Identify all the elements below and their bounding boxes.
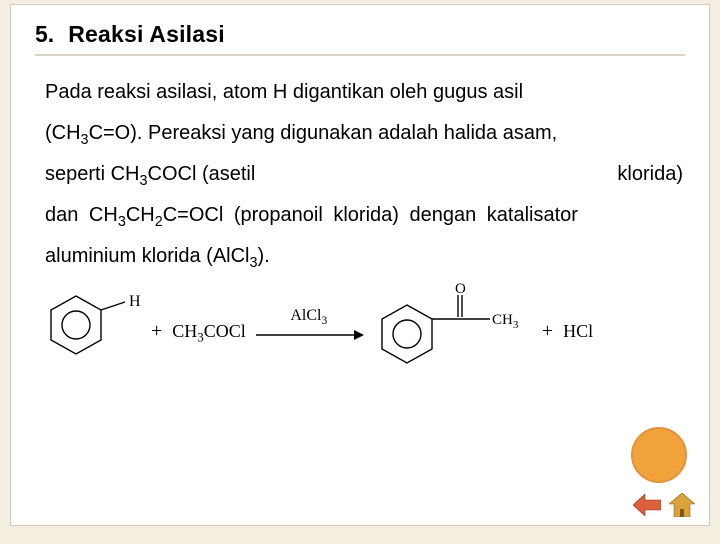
slide-container: 5. Reaksi Asilasi Pada reaksi asilasi, a…: [10, 4, 710, 526]
svg-text:H: H: [129, 293, 141, 310]
svg-text:CH3: CH3: [492, 312, 519, 331]
slide-title: 5. Reaksi Asilasi: [35, 21, 685, 48]
accent-circle-icon: [631, 427, 687, 483]
reaction-diagram: H + CH3COCl AlCl3: [35, 283, 685, 379]
back-icon[interactable]: [633, 494, 661, 516]
plus-2: +: [540, 320, 555, 343]
body-line-5: aluminium klorida (AlCl3).: [45, 236, 683, 277]
benzene-reactant-icon: H: [41, 288, 141, 374]
catalyst-label: AlCl3: [254, 307, 364, 325]
plus-1: +: [149, 320, 164, 343]
body-line-3: seperti CH3COCl (asetil klorida): [45, 154, 683, 195]
body-line-1: Pada reaksi asilasi, atom H digantikan o…: [45, 72, 683, 113]
nav-controls: [633, 493, 695, 517]
body-line-2: (CH3C=O). Pereaksi yang digunakan adalah…: [45, 113, 683, 154]
title-underline: [35, 54, 685, 56]
svg-text:O: O: [455, 283, 466, 297]
title-text: Reaksi Asilasi: [68, 21, 225, 48]
byproduct-formula: HCl: [563, 321, 593, 342]
body-text: Pada reaksi asilasi, atom H digantikan o…: [35, 72, 685, 277]
body-line-4: dan CH3CH2C=OCl (propanoil klorida) deng…: [45, 195, 683, 236]
reagent-formula: CH3COCl: [172, 321, 246, 342]
title-number: 5.: [35, 21, 54, 48]
reaction-arrow: AlCl3: [254, 315, 364, 347]
home-icon[interactable]: [669, 493, 695, 517]
product-acetophenone-icon: O CH3: [372, 283, 532, 379]
